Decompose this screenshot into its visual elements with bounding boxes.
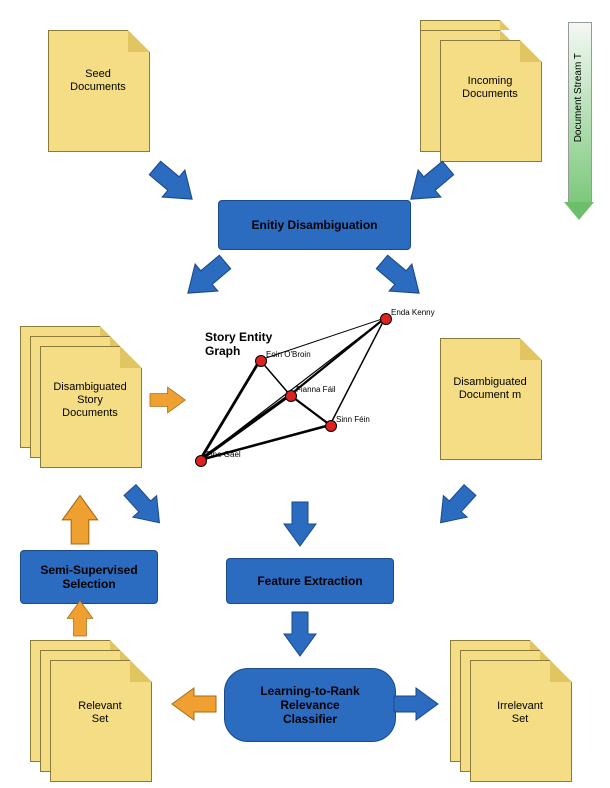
arrow-disamb-to-story <box>177 249 237 307</box>
document-stream-bar: Document Stream T <box>568 22 592 204</box>
entity-disambiguation-label: Enitiy Disambiguation <box>251 218 377 232</box>
feature-extraction-label: Feature Extraction <box>257 574 362 588</box>
arrow-semi-to-story <box>62 496 97 544</box>
seed-documents-label: Seed Documents <box>53 68 143 94</box>
arrow-classifier-to-relevant <box>172 688 216 720</box>
arrow-disamb-to-m <box>371 249 431 307</box>
arrow-seed-to-disamb <box>144 155 204 213</box>
graph-node-label: Fine Gael <box>206 450 241 459</box>
classifier-label: Learning-to-Rank Relevance Classifier <box>260 684 359 726</box>
semi-supervised-box: Semi-Supervised Selection <box>20 550 158 604</box>
graph-node-label: Fianna Fáil <box>296 385 336 394</box>
graph-node-label: Eoin O'Broin <box>266 350 311 359</box>
arrow-story-to-feature <box>118 479 171 533</box>
story-entity-graph-title: Story Entity Graph <box>205 330 272 358</box>
relevant-set-label: Relevant Set <box>55 700 145 726</box>
classifier-box: Learning-to-Rank Relevance Classifier <box>224 668 396 742</box>
arrow-m-to-feature <box>429 479 482 533</box>
arrow-relevant-to-semi <box>67 601 93 636</box>
graph-node-label: Sinn Féin <box>336 415 370 424</box>
arrow-classifier-to-irrelevant <box>394 688 438 720</box>
entity-disambiguation-box: Enitiy Disambiguation <box>218 200 411 250</box>
irrelevant-set-label: Irrelevant Set <box>475 700 565 726</box>
document-stream-arrowhead <box>564 202 594 220</box>
arrow-feature-to-classifier <box>284 612 316 656</box>
graph-node-label: Enda Kenny <box>391 308 435 317</box>
disamb-document-m-label: Disambiguated Document m <box>445 376 535 402</box>
semi-supervised-label: Semi-Supervised Selection <box>40 563 137 591</box>
document-stream-label: Document Stream T <box>573 53 584 142</box>
incoming-documents-label: Incoming Documents <box>445 75 535 101</box>
arrow-story-to-graph <box>150 387 185 413</box>
arrow-graph-to-feature <box>284 502 316 546</box>
feature-extraction-box: Feature Extraction <box>226 558 394 604</box>
disamb-story-label: Disambiguated Story Documents <box>45 381 135 421</box>
